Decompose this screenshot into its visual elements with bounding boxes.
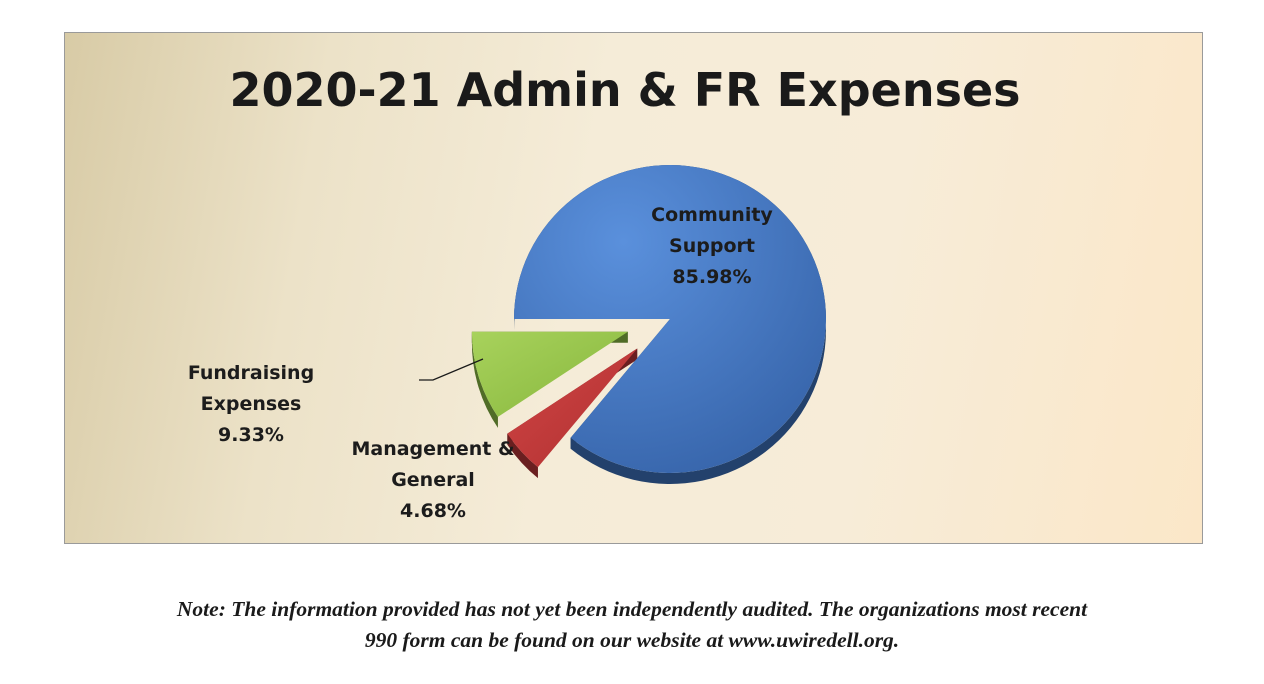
pie-top <box>471 164 826 473</box>
slice-label-fundraising-expenses: Fundraising Expenses 9.33% <box>188 362 314 446</box>
pie-slice-side <box>507 433 538 479</box>
chart-title: 2020-21 Admin & FR Expenses <box>229 63 1020 117</box>
slice-labels: Community Support 85.98% Management & Genera… <box>188 204 774 522</box>
pie-slice-community-support <box>514 164 826 473</box>
slice-name-line: Management & <box>351 438 514 460</box>
slice-name-line: Support <box>669 235 755 257</box>
slice-label-community-support: Community Support 85.98% <box>651 204 773 288</box>
slice-name-line: Expenses <box>201 393 302 415</box>
pie-slice-side <box>471 331 498 428</box>
slice-name-line: Community <box>651 204 773 226</box>
slice-value-label: 85.98% <box>672 266 751 288</box>
note-line-1: Note: The information provided has not y… <box>176 597 1088 621</box>
note-line-2: 990 form can be found on our website at … <box>364 628 900 652</box>
slice-name-line: General <box>391 469 475 491</box>
pie-slice-management-general <box>507 348 638 468</box>
slice-value-label: 4.68% <box>400 500 466 522</box>
slice-value-label: 9.33% <box>218 424 284 446</box>
pie-slice-fundraising-expenses <box>471 331 628 417</box>
slice-name-line: Fundraising <box>188 362 314 384</box>
audit-note: Note: The information provided has not y… <box>0 594 1264 656</box>
chart-frame: 2020-21 Admin & FR Expenses Community Sup… <box>64 32 1203 544</box>
fundraising-leader-line <box>419 358 484 381</box>
slice-label-management-general: Management & General 4.68% <box>351 438 514 522</box>
pie-chart: 2020-21 Admin & FR Expenses Community Sup… <box>188 63 1021 522</box>
